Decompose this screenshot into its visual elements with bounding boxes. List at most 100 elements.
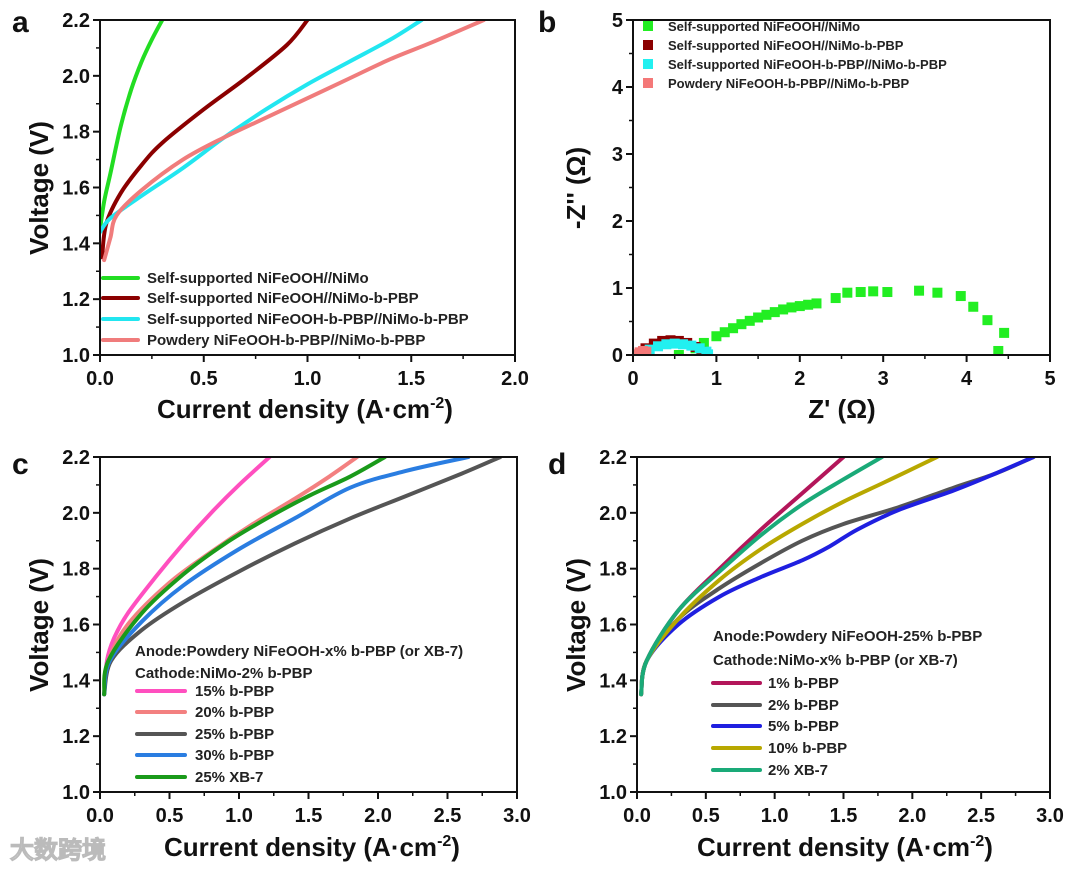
y-tick-label: 1.8 (599, 559, 627, 581)
data-point (842, 287, 853, 298)
data-point (968, 301, 979, 312)
panel-label: d (548, 448, 566, 481)
series-line (102, 20, 486, 263)
panel-label: b (538, 6, 556, 39)
x-tick-label: 0.0 (86, 805, 114, 827)
x-tick-label: 2.0 (364, 805, 392, 827)
panel-label: a (12, 6, 29, 39)
y-tick-label: 3 (612, 144, 623, 166)
plot-area (639, 457, 1036, 697)
legend-item: Self-supported NiFeOOH//NiMo (643, 19, 860, 34)
x-tick-label: 2.5 (434, 805, 462, 827)
annotation: Anode:Powdery NiFeOOH-25% b-PBP (713, 628, 982, 645)
y-tick-label: 1.0 (62, 782, 90, 804)
data-point (703, 349, 714, 355)
legend-swatch (643, 40, 653, 50)
plot-frame (636, 456, 1051, 793)
legend-item: 2% b-PBP (711, 697, 839, 714)
data-point (694, 343, 705, 354)
plot-frame (99, 456, 518, 793)
data-point (698, 337, 709, 348)
x-tick-label: 3.0 (1036, 805, 1064, 827)
x-axis-title-superscript: -2 (430, 395, 444, 412)
legend-label: Self-supported NiFeOOH//NiMo (147, 270, 369, 287)
y-tick-label: 2.2 (62, 10, 90, 32)
legend-label: Self-supported NiFeOOH-b-PBP//NiMo-b-PBP (668, 57, 947, 72)
x-tick-label: 0.0 (623, 805, 651, 827)
panel-d: d 0.0 0.5 1.0 1.5 2.0 2.5 3.0 1.0 1.2 1.4 1.6 1.8 2.0… (548, 447, 1064, 862)
y-tick-label: 1.6 (62, 615, 90, 637)
data-point (999, 327, 1010, 338)
y-tick-label: 1.2 (62, 726, 90, 748)
x-tick-label: 1.5 (830, 805, 858, 827)
x-tick-label: 0 (627, 368, 638, 390)
y-tick-label: 2.2 (599, 447, 627, 469)
data-point (711, 331, 722, 342)
x-axis-title-main: Current density (A·cm (164, 832, 437, 862)
legend-label: 25% XB-7 (195, 769, 263, 786)
legend-label: 5% b-PBP (768, 718, 839, 735)
legend-label: Self-supported NiFeOOH//NiMo-b-PBP (147, 290, 419, 307)
legend-item: 25% XB-7 (135, 769, 263, 786)
panel-label: c (12, 448, 29, 481)
x-tick-label: 1.5 (295, 805, 323, 827)
data-point (932, 287, 943, 298)
legend-item: Self-supported NiFeOOH//NiMo-b-PBP (101, 290, 419, 307)
legend-label: 25% b-PBP (195, 726, 274, 743)
plot-area (100, 20, 486, 263)
legend: 15% b-PBP 20% b-PBP 25% b-PBP 30% b-PBP 25% … (135, 683, 274, 786)
legend-label: 20% b-PBP (195, 704, 274, 721)
data-point (914, 285, 925, 296)
x-tick-label: 2.0 (898, 805, 926, 827)
y-tick-label: 1.4 (62, 670, 91, 692)
data-point (786, 302, 797, 313)
legend-label: Self-supported NiFeOOH//NiMo (668, 19, 860, 34)
y-axis-title: Voltage (V) (24, 121, 54, 255)
data-point (955, 291, 966, 302)
y-tick-label: 1.0 (62, 345, 90, 367)
x-tick-label: 0.0 (86, 368, 114, 390)
y-tick-label: 5 (612, 10, 623, 32)
legend-item: 10% b-PBP (711, 740, 847, 757)
legend-item: Self-supported NiFeOOH-b-PBP//NiMo-b-PBP (101, 311, 469, 328)
data-point (673, 350, 684, 355)
x-tick-label: 3.0 (503, 805, 531, 827)
series-line (639, 457, 1036, 697)
data-point (769, 307, 780, 318)
legend-label: Self-supported NiFeOOH//NiMo-b-PBP (668, 38, 904, 53)
x-axis-title-end: ) (984, 832, 993, 862)
plot-frame (99, 19, 516, 356)
y-tick-label: 2.0 (62, 66, 90, 88)
x-axis-title-main: Current density (A·cm (157, 394, 430, 424)
series-line (100, 20, 310, 260)
x-tick-label: 0.5 (692, 805, 720, 827)
legend: Self-supported NiFeOOH//NiMo Self-support… (101, 270, 469, 349)
x-axis-title: Current density (A·cm-2) (697, 832, 993, 862)
y-tick-label: 2.0 (62, 503, 90, 525)
y-tick-label: 2.2 (62, 447, 90, 469)
legend-item: 25% b-PBP (135, 726, 274, 743)
legend-swatch (643, 21, 653, 31)
data-point (736, 319, 747, 330)
legend-item: Self-supported NiFeOOH//NiMo (101, 270, 369, 287)
legend: Self-supported NiFeOOH//NiMo Self-support… (643, 19, 947, 91)
legend-label: Powdery NiFeOOH-b-PBP//NiMo-b-PBP (668, 76, 910, 91)
y-tick-label: 1.0 (599, 782, 627, 804)
y-tick-label: 1.8 (62, 559, 90, 581)
legend-swatch (643, 78, 653, 88)
legend-label: Self-supported NiFeOOH-b-PBP//NiMo-b-PBP (147, 311, 469, 328)
legend-item: Powdery NiFeOOH-b-PBP//NiMo-b-PBP (101, 332, 425, 349)
data-point (653, 341, 664, 352)
x-axis-title-end: ) (451, 832, 460, 862)
data-point (830, 293, 841, 304)
legend: 1% b-PBP 2% b-PBP 5% b-PBP 10% b-PBP 2% XB-7 (711, 675, 847, 779)
annotation: Cathode:NiMo-x% b-PBP (or XB-7) (713, 652, 958, 669)
legend-item: 2% XB-7 (711, 762, 828, 779)
legend-label: 10% b-PBP (768, 740, 847, 757)
watermark: 大数跨境 (10, 836, 106, 864)
data-point (669, 338, 680, 349)
x-tick-label: 1.5 (397, 368, 425, 390)
panel-c: c 0.0 0.5 1.0 1.5 2.0 2.5 3.0 1.0 1.2 1.4 1.6 1.8 2.0… (12, 447, 531, 862)
legend-label: Powdery NiFeOOH-b-PBP//NiMo-b-PBP (147, 332, 425, 349)
x-tick-label: 1.0 (761, 805, 789, 827)
